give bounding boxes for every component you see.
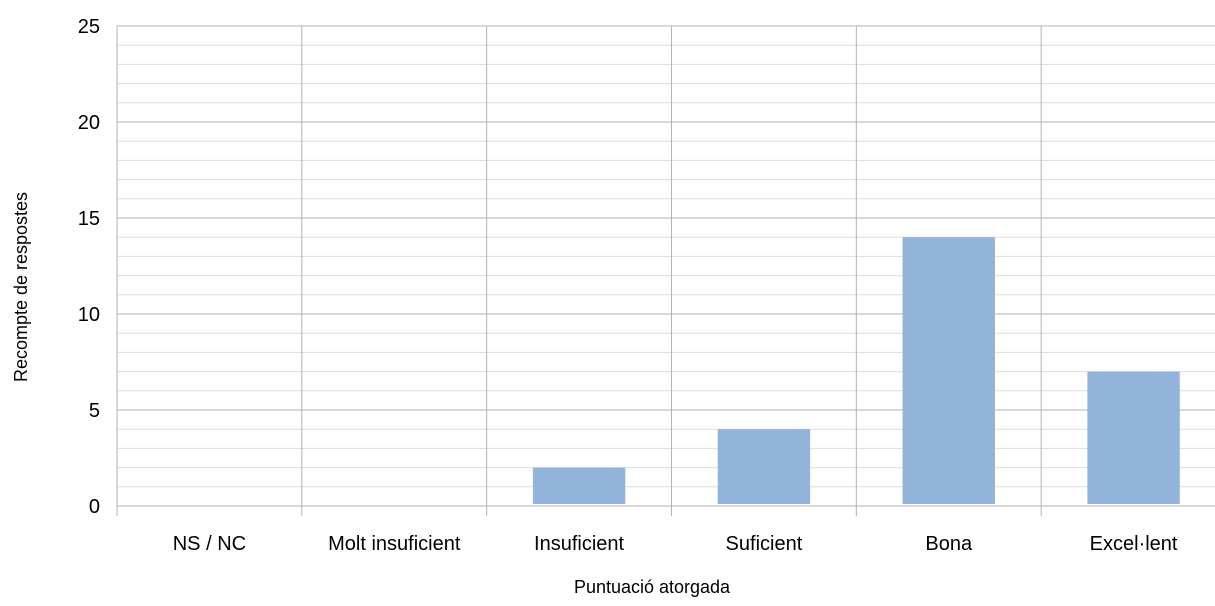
bar-bona: [902, 237, 995, 504]
bar-insuficient: [532, 467, 626, 504]
x-tick-label: NS / NC: [173, 533, 246, 555]
bars-layer: [532, 237, 1180, 504]
y-tick-label: 15: [78, 208, 100, 230]
x-tick-label: Insuficient: [534, 533, 624, 555]
y-tick-label: 25: [78, 16, 100, 38]
labels-layer: 0 5 10 15 20 25 NS / NC Molt insuficient Insufic…: [78, 16, 1178, 555]
bar-suficient: [717, 429, 811, 504]
grid-layer: [116, 25, 1215, 516]
x-tick-label: Molt insuficient: [328, 533, 461, 555]
y-tick-label: 5: [89, 400, 100, 422]
x-tick-label: Bona: [925, 533, 973, 555]
x-axis-title: Puntuació atorgada: [574, 577, 731, 597]
x-tick-label: Suficient: [726, 533, 803, 555]
y-axis-title: Recompte de respostes: [11, 192, 31, 382]
x-tick-label: Excel·lent: [1090, 533, 1178, 555]
y-tick-label: 10: [78, 304, 100, 326]
y-tick-label: 20: [78, 112, 100, 134]
y-tick-label: 0: [89, 496, 100, 518]
bar-excel-lent: [1087, 371, 1180, 504]
